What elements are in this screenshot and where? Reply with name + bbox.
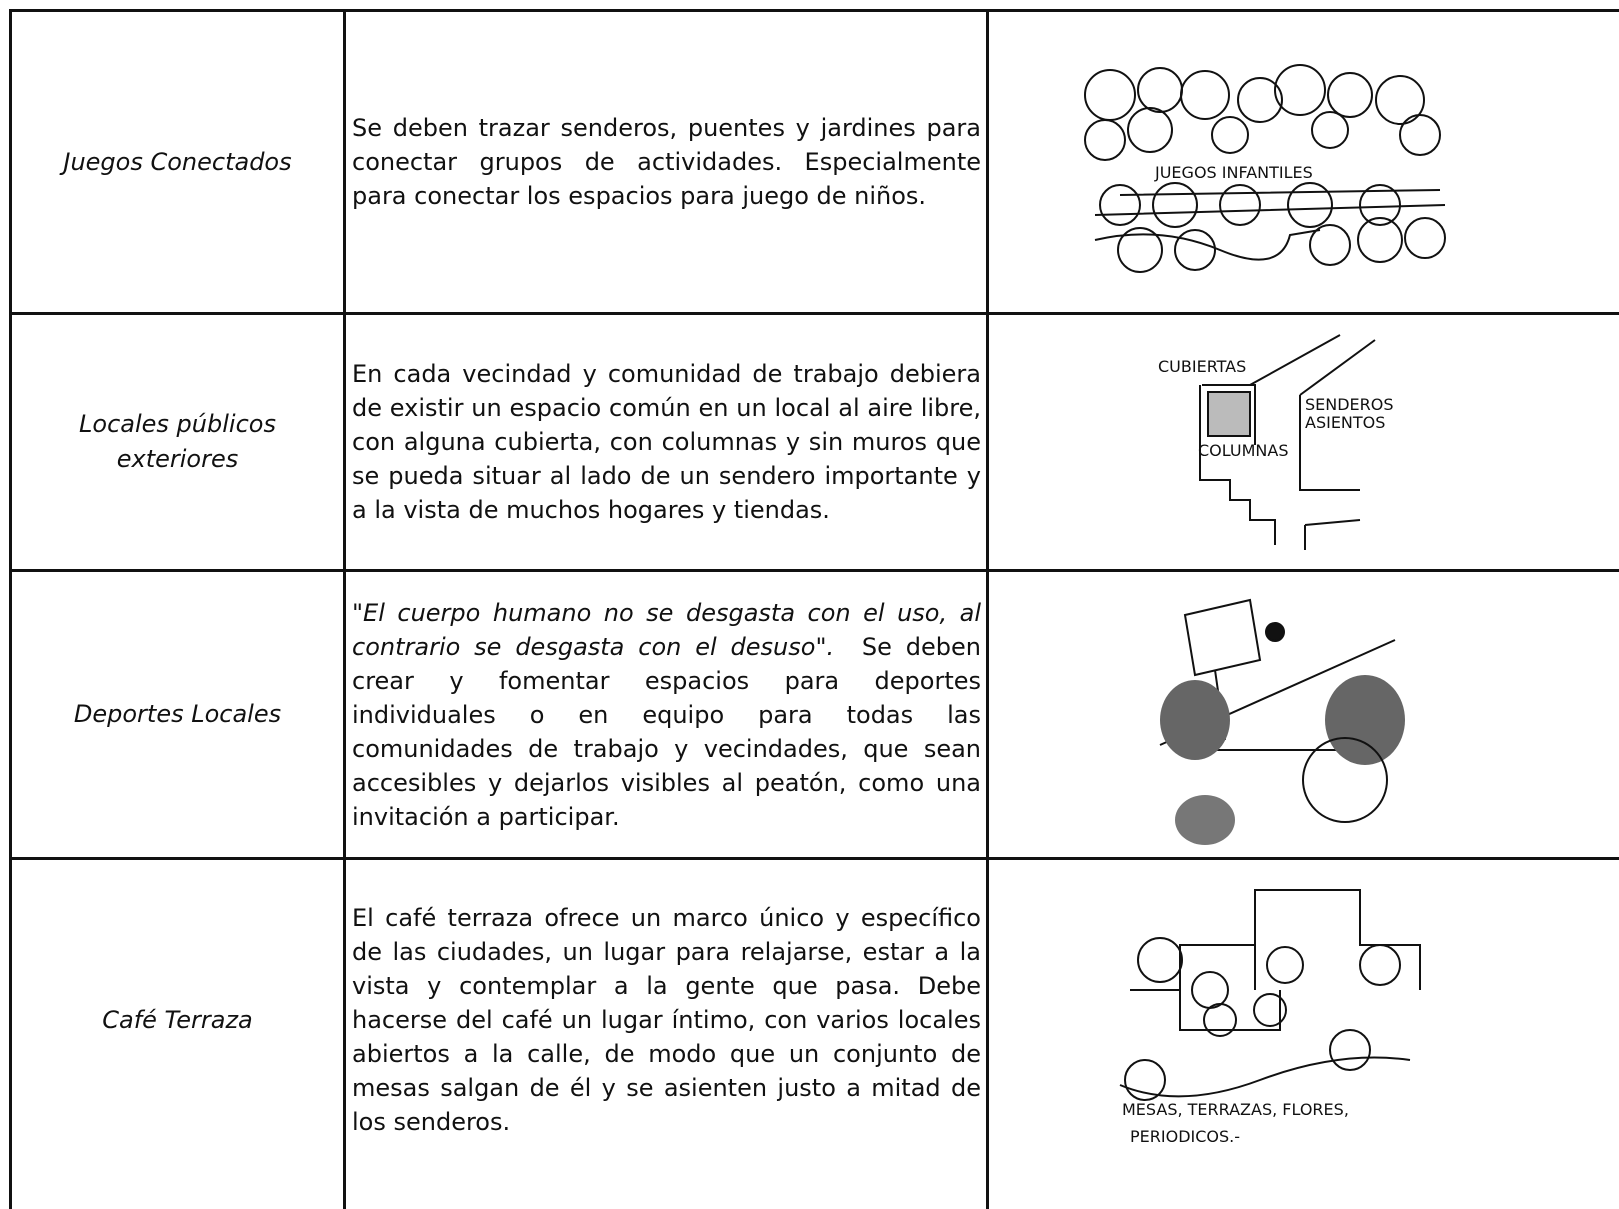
border: [10, 857, 1619, 860]
text: En cada vecindad y comunidad de trabajo …: [352, 360, 981, 524]
border: [9, 9, 12, 1209]
row-description: Se deben trazar senderos, puentes y jard…: [346, 12, 986, 312]
row-description: El café terraza ofrece un marco único y …: [346, 860, 986, 1180]
text: "El cuerpo humano no se desgasta con el …: [352, 596, 981, 834]
text: Se deben trazar senderos, puentes y jard…: [352, 114, 981, 210]
sketch-locales: CUBIERTAS SENDEROS ASIENTOS COLUMNAS: [1158, 334, 1394, 550]
sketch-label: CUBIERTAS: [1158, 357, 1246, 376]
sketch-label: JUEGOS INFANTILES: [1154, 163, 1313, 182]
row-name: Juegos Conectados: [63, 147, 292, 176]
border: [10, 569, 1619, 572]
quote: "El cuerpo humano no se desgasta con el …: [352, 598, 981, 661]
row-name: Café Terraza: [102, 1005, 253, 1034]
sketch-deportes: [1159, 598, 1405, 845]
row-name: Deportes Locales: [73, 700, 282, 728]
text: El café terraza ofrece un marco único y …: [352, 904, 981, 1136]
sketch-label: MESAS, TERRAZAS, FLORES,: [1122, 1100, 1349, 1119]
sketch-label: SENDEROS: [1305, 395, 1394, 414]
sketch-cafe: MESAS, TERRAZAS, FLORES, PERIODICOS.-: [1119, 889, 1421, 1146]
sketch-label: PERIODICOS.-: [1130, 1127, 1240, 1146]
sketch-label: ASIENTOS: [1305, 413, 1385, 432]
border: [343, 9, 346, 1209]
sketch-label: COLUMNAS: [1198, 441, 1288, 460]
row-description: En cada vecindad y comunidad de trabajo …: [346, 315, 986, 569]
text: Se deben crear y fomentar espacios para …: [352, 632, 981, 831]
border: [10, 312, 1619, 315]
border: [986, 9, 989, 1209]
border: [10, 9, 1619, 12]
row-name: Locales públicos exteriores: [79, 410, 276, 473]
sketch-juegos: JUEGOS INFANTILES: [1084, 64, 1446, 273]
row-description: "El cuerpo humano no se desgasta con el …: [346, 572, 986, 857]
